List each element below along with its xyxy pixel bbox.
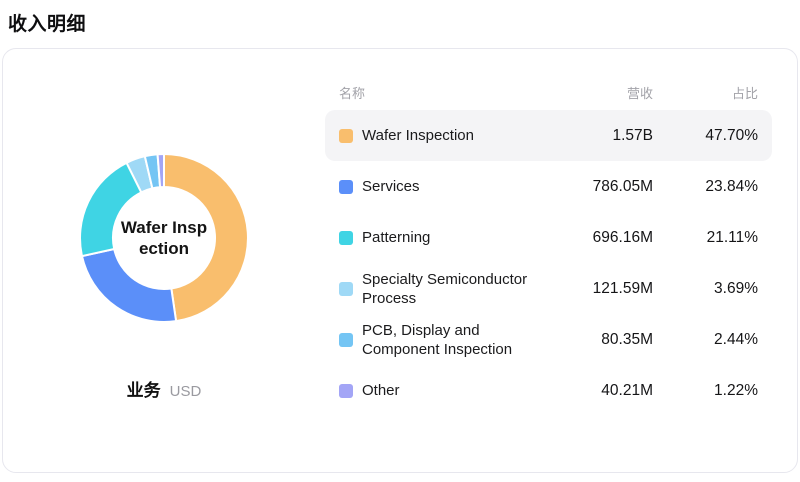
segment-revenue: 696.16M — [592, 228, 653, 246]
legend-swatch-icon — [339, 179, 353, 194]
segment-revenue: 121.59M — [592, 279, 653, 297]
dimension-label: 业务 — [126, 381, 161, 400]
table-row[interactable]: Patterning 696.16M 21.11% — [325, 212, 772, 263]
segment-share: 1.22% — [714, 381, 758, 399]
segment-revenue: 786.05M — [592, 177, 653, 195]
donut-segment[interactable] — [156, 152, 165, 189]
table-row[interactable]: Services 786.05M 23.84% — [325, 161, 772, 212]
currency-unit-label: USD — [169, 383, 202, 400]
header-name: 名称 — [339, 85, 366, 101]
donut-segment[interactable] — [163, 152, 249, 323]
table-row[interactable]: Specialty Semiconductor Process 121.59M … — [325, 263, 772, 314]
segment-name: Patterning — [362, 229, 431, 246]
header-revenue: 营收 — [626, 85, 653, 101]
donut-svg[interactable] — [78, 152, 250, 324]
segment-name: Specialty Semiconductor Process — [362, 270, 528, 307]
chart-footer: 业务 USD — [127, 376, 202, 401]
donut-segment[interactable] — [79, 161, 143, 258]
chart-pane: Wafer Insp ection 业务 USD — [3, 49, 325, 472]
segment-revenue: 1.57B — [612, 126, 653, 144]
donut-chart[interactable]: Wafer Insp ection — [78, 152, 250, 324]
segment-share: 23.84% — [705, 177, 758, 195]
table-row[interactable]: PCB, Display and Component Inspection 80… — [325, 314, 772, 365]
segment-share: 21.11% — [706, 228, 758, 246]
page-title: 收入明细 — [8, 14, 87, 35]
table-row[interactable]: Wafer Inspection 1.57B 47.70% — [325, 110, 772, 161]
table-row[interactable]: Other 40.21M 1.22% — [325, 365, 772, 416]
segment-revenue: 40.21M — [601, 381, 653, 399]
segment-share: 3.69% — [714, 279, 758, 297]
segment-name: PCB, Display and Component Inspection — [362, 321, 513, 358]
legend-swatch-icon — [339, 383, 353, 398]
donut-segment[interactable] — [80, 247, 178, 323]
segment-name: Other — [362, 382, 400, 399]
legend-swatch-icon — [339, 128, 353, 143]
revenue-breakdown-card: Wafer Insp ection 业务 USD 名称 营收 占比 Wafer … — [2, 48, 798, 473]
segment-name: Wafer Inspection — [362, 127, 474, 144]
table-body: Wafer Inspection 1.57B 47.70% Services 7… — [325, 110, 772, 416]
legend-swatch-icon — [339, 332, 353, 347]
table-header-row: 名称 营收 占比 — [325, 82, 772, 102]
segment-revenue: 80.35M — [601, 330, 653, 348]
legend-swatch-icon — [339, 281, 353, 296]
header-share: 占比 — [731, 85, 758, 101]
segments-table: 名称 营收 占比 Wafer Inspection 1.57B 47.70% S… — [325, 49, 797, 472]
segment-share: 47.70% — [705, 126, 758, 144]
segment-name: Services — [362, 178, 420, 195]
segment-share: 2.44% — [714, 330, 758, 348]
legend-swatch-icon — [339, 230, 353, 245]
